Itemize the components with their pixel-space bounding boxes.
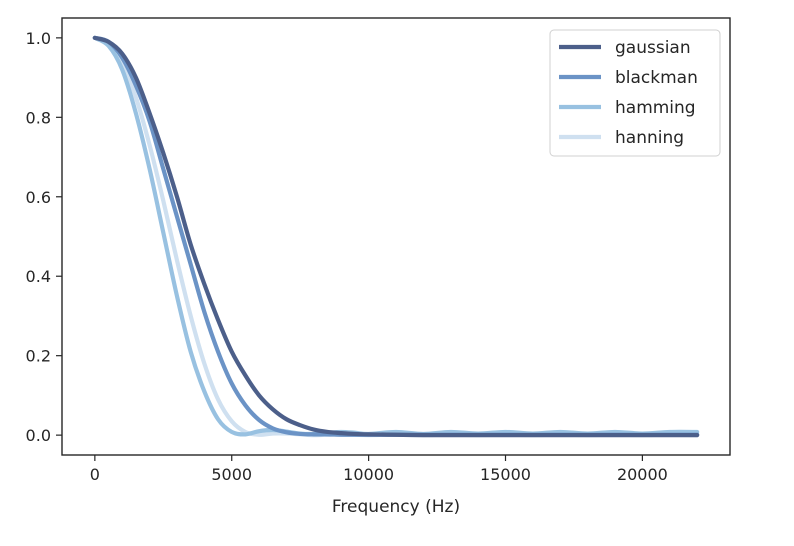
x-tick-label: 20000 bbox=[617, 465, 668, 484]
y-axis: 0.0 0.2 0.4 0.6 0.8 1.0 bbox=[26, 29, 62, 445]
x-axis: 0 5000 10000 15000 20000 bbox=[90, 455, 668, 484]
axes-frame bbox=[61, 17, 731, 456]
legend-label-hamming: hamming bbox=[615, 98, 696, 118]
y-tick-label: 0.6 bbox=[26, 188, 51, 207]
legend-label-blackman: blackman bbox=[615, 68, 698, 88]
legend: gaussian blackman hamming hanning bbox=[549, 29, 721, 157]
x-tick-label: 5000 bbox=[211, 465, 252, 484]
legend-box bbox=[549, 29, 721, 157]
legend-label-hanning: hanning bbox=[615, 128, 684, 148]
x-tick-label: 15000 bbox=[480, 465, 531, 484]
series-line-gaussian bbox=[92, 35, 700, 438]
series-layer bbox=[92, 35, 700, 438]
y-tick-label: 0.4 bbox=[26, 267, 51, 286]
y-tick-label: 1.0 bbox=[26, 29, 51, 48]
y-tick-label: 0.2 bbox=[26, 347, 51, 366]
y-tick-label: 0.0 bbox=[26, 426, 51, 445]
y-tick-label: 0.8 bbox=[26, 108, 51, 127]
x-axis-label: Frequency (Hz) bbox=[332, 497, 460, 517]
x-tick-label: 10000 bbox=[343, 465, 394, 484]
x-tick-label: 0 bbox=[90, 465, 100, 484]
legend-label-gaussian: gaussian bbox=[615, 38, 691, 58]
